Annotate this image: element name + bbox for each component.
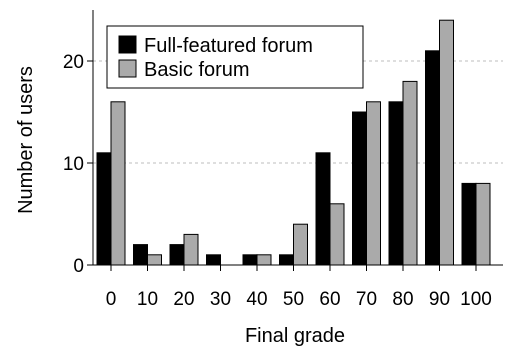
- bar-basic-0: [110, 101, 126, 266]
- bar-full-featured-40: [242, 254, 258, 266]
- x-tick-label: 60: [319, 289, 340, 310]
- bar-basic-10: [147, 254, 162, 266]
- x-tick-label: 40: [246, 289, 267, 310]
- x-tick-label: 30: [210, 289, 231, 310]
- bars: [96, 19, 491, 266]
- legend-swatch: [118, 59, 137, 78]
- bar-full-featured-80: [388, 101, 404, 266]
- bar-full-featured-0: [96, 152, 112, 266]
- x-tick-label: 80: [392, 289, 413, 310]
- x-axis-label: Final grade: [245, 325, 345, 347]
- x-tick-label: 0: [106, 289, 117, 310]
- x-tick-label: 20: [173, 289, 194, 310]
- y-tick-label: 0: [73, 256, 84, 277]
- bar-full-featured-70: [352, 111, 367, 266]
- bar-full-featured-50: [279, 254, 294, 266]
- legend-box: [106, 25, 364, 89]
- tick-labels: 0 10 20 30 40 50 60 70 80 90 100 0 10 20: [63, 52, 492, 310]
- y-tick-label: 10: [63, 154, 84, 175]
- legend-label: Basic forum: [144, 59, 250, 81]
- bar-basic-50: [293, 223, 308, 266]
- x-tick-label: 10: [137, 289, 158, 310]
- legend-swatch: [118, 35, 137, 54]
- bar-full-featured-10: [133, 244, 148, 266]
- x-tick-label: 50: [283, 289, 304, 310]
- bar-basic-20: [183, 233, 199, 266]
- y-tick-label: 20: [63, 52, 84, 73]
- bar-basic-100: [475, 182, 491, 266]
- bar-basic-80: [402, 80, 418, 266]
- bar-full-featured-90: [425, 50, 440, 266]
- axes: [87, 10, 503, 271]
- bar-full-featured-60: [315, 152, 331, 266]
- bar-full-featured-30: [206, 254, 221, 266]
- legend-label: Full-featured forum: [144, 35, 313, 57]
- bar-basic-90: [439, 19, 454, 266]
- bar-full-featured-20: [169, 244, 185, 266]
- bar-full-featured-100: [461, 182, 477, 266]
- bar-basic-40: [256, 254, 272, 266]
- bar-basic-70: [366, 101, 381, 266]
- bar-basic-60: [329, 203, 345, 266]
- y-axis-label: Number of users: [15, 66, 37, 214]
- x-tick-label: 100: [460, 289, 492, 310]
- x-tick-label: 90: [429, 289, 450, 310]
- x-tick-label: 70: [356, 289, 377, 310]
